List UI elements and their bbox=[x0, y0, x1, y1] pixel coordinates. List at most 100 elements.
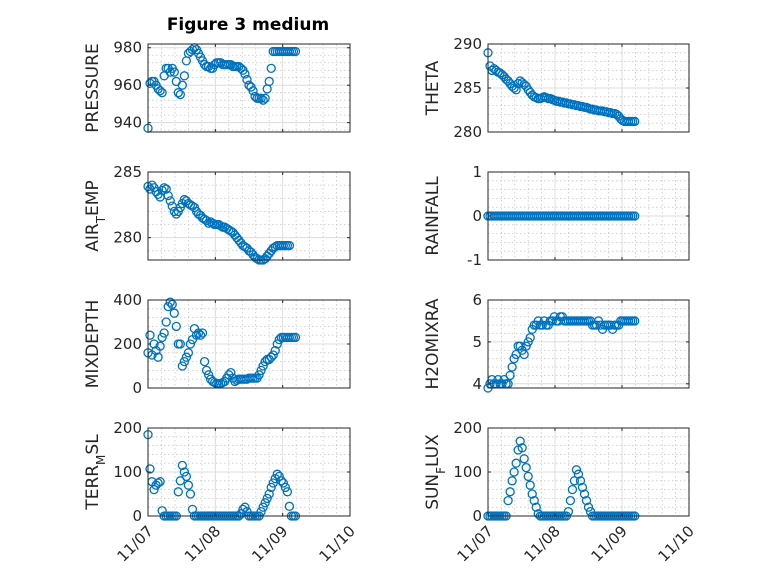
data-point bbox=[159, 183, 169, 193]
data-point bbox=[579, 489, 590, 499]
data-point bbox=[264, 76, 274, 87]
data-point bbox=[258, 502, 268, 512]
y-tick-label: 285 bbox=[113, 163, 142, 181]
axes-box bbox=[147, 171, 351, 261]
data-point bbox=[503, 495, 513, 506]
data-point bbox=[157, 88, 167, 98]
data-point bbox=[145, 464, 155, 474]
data-point bbox=[575, 476, 586, 486]
y-tick-label: 4 bbox=[472, 375, 482, 393]
data-point bbox=[583, 502, 594, 512]
data-point bbox=[171, 209, 181, 219]
data-point bbox=[521, 462, 531, 473]
data-point bbox=[153, 478, 163, 488]
data-point bbox=[274, 471, 284, 482]
data-point bbox=[175, 339, 185, 349]
data-point bbox=[181, 352, 192, 362]
data-point bbox=[276, 476, 286, 486]
data-point bbox=[280, 482, 291, 493]
y-tick-label: 400 bbox=[113, 291, 142, 309]
y-tick-label: 960 bbox=[113, 76, 142, 94]
data-point bbox=[173, 487, 183, 497]
data-point bbox=[153, 352, 163, 362]
y-tick-label: 290 bbox=[453, 35, 482, 53]
y-axis-label: PRESSURE bbox=[83, 43, 103, 132]
data-point bbox=[256, 365, 266, 376]
data-point bbox=[171, 321, 181, 332]
axes-box bbox=[487, 299, 690, 389]
data-point bbox=[177, 361, 187, 371]
y-axis-label: AIRTEMP bbox=[83, 180, 108, 251]
data-point bbox=[523, 471, 533, 482]
panel-theta: 280 285 290 THETA bbox=[423, 35, 690, 141]
x-tick-label: 11/10 bbox=[316, 522, 359, 565]
x-tick-label: 11/08 bbox=[521, 522, 564, 565]
plot-area bbox=[148, 44, 350, 132]
data-point bbox=[145, 330, 155, 340]
data-point bbox=[169, 308, 179, 318]
data-point bbox=[163, 190, 173, 201]
x-tick-label: 11/10 bbox=[655, 522, 698, 565]
data-point bbox=[199, 356, 210, 367]
data-point bbox=[284, 501, 295, 511]
data-point bbox=[531, 502, 541, 512]
plot-area bbox=[488, 300, 689, 388]
y-tick-label: 0 bbox=[472, 507, 482, 525]
data-point bbox=[509, 467, 519, 477]
data-point bbox=[175, 89, 185, 100]
data-point bbox=[240, 502, 250, 512]
data-point bbox=[183, 480, 194, 490]
data-point bbox=[183, 348, 194, 358]
y-tick-label: 100 bbox=[113, 463, 142, 481]
panel-air-temp: 280 285 AIRTEMP bbox=[83, 163, 351, 265]
data-point bbox=[216, 221, 226, 231]
data-point bbox=[240, 69, 250, 79]
data-point bbox=[260, 93, 270, 103]
data-point bbox=[264, 489, 274, 499]
data-point bbox=[226, 367, 236, 378]
data-point bbox=[191, 330, 202, 340]
y-tick-label: 200 bbox=[113, 419, 142, 437]
y-axis-label: RAINFALL bbox=[423, 176, 443, 256]
data-point bbox=[527, 489, 537, 499]
y-axis-label: THETA bbox=[423, 60, 443, 116]
y-tick-label: 0 bbox=[132, 379, 142, 397]
data-point bbox=[262, 493, 272, 504]
data-point bbox=[266, 63, 276, 73]
data-point bbox=[165, 297, 175, 307]
data-point bbox=[507, 476, 517, 486]
data-point bbox=[157, 185, 167, 196]
data-point bbox=[569, 476, 580, 486]
data-point bbox=[179, 71, 190, 81]
y-tick-label: 940 bbox=[113, 114, 142, 132]
figure-title: Figure 3 medium bbox=[167, 15, 329, 35]
data-point bbox=[282, 487, 293, 497]
data-point bbox=[513, 78, 523, 89]
panel-pressure: 940 960 980 PRESSURE bbox=[83, 39, 351, 133]
y-tick-label: 0 bbox=[132, 507, 142, 525]
data-point bbox=[181, 471, 192, 482]
data-point bbox=[185, 339, 196, 349]
data-point bbox=[201, 215, 212, 226]
y-axis-label: MIXDEPTH bbox=[83, 300, 103, 389]
data-point bbox=[175, 476, 185, 486]
y-tick-label: 980 bbox=[113, 39, 142, 57]
data-point bbox=[155, 341, 165, 351]
y-tick-label: 200 bbox=[453, 419, 482, 437]
data-point bbox=[177, 460, 187, 471]
data-point bbox=[290, 46, 301, 57]
data-point bbox=[519, 349, 529, 360]
data-point bbox=[630, 316, 640, 326]
data-point bbox=[272, 339, 282, 349]
data-point bbox=[266, 352, 276, 362]
data-point bbox=[195, 330, 206, 340]
axes-box bbox=[147, 43, 351, 133]
panel-h2omixra: 4 5 6 H2OMIXRA bbox=[423, 291, 690, 393]
data-point bbox=[630, 211, 640, 221]
data-point bbox=[149, 484, 159, 495]
data-point bbox=[519, 454, 529, 464]
data-point bbox=[258, 361, 268, 371]
data-point bbox=[169, 67, 179, 77]
